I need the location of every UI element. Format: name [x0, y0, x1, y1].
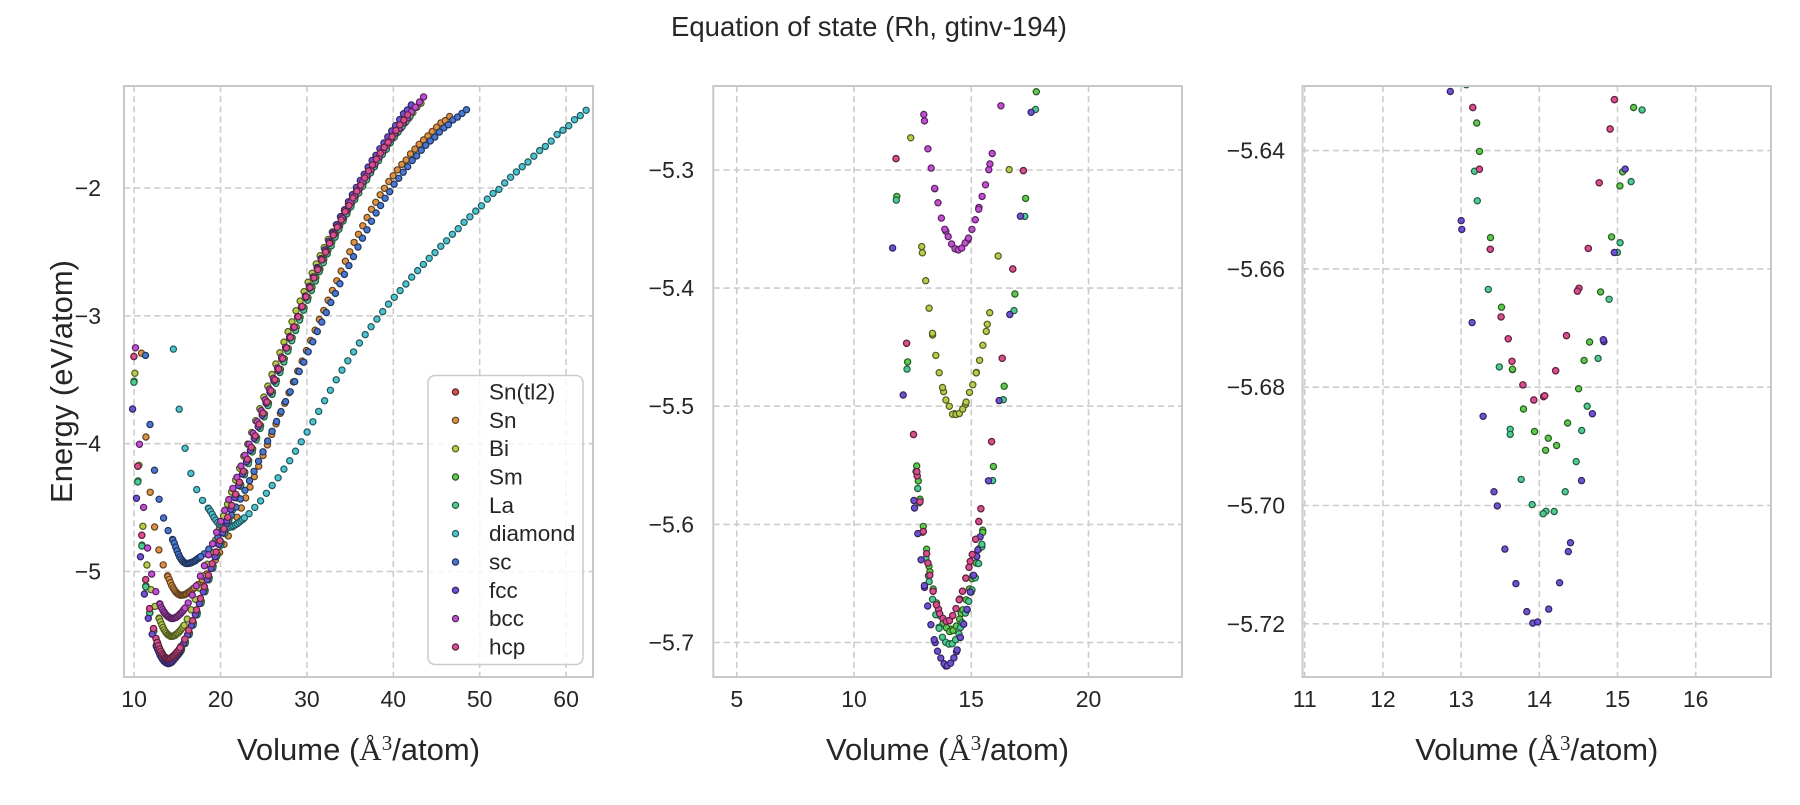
svg-text:−5.72: −5.72: [1227, 611, 1285, 637]
svg-text:10: 10: [841, 686, 867, 712]
svg-text:10: 10: [121, 686, 147, 712]
svg-text:−5.6: −5.6: [649, 511, 694, 537]
svg-text:20: 20: [1076, 686, 1102, 712]
svg-text:−5.3: −5.3: [649, 157, 694, 183]
svg-text:60: 60: [553, 686, 579, 712]
svg-text:−5.5: −5.5: [649, 393, 694, 419]
svg-text:30: 30: [294, 686, 320, 712]
svg-text:Sn(tl2): Sn(tl2): [489, 380, 555, 405]
svg-text:40: 40: [381, 686, 407, 712]
svg-text:diamond: diamond: [489, 521, 575, 546]
svg-text:Sn: Sn: [489, 408, 517, 433]
svg-text:La: La: [489, 493, 515, 518]
svg-text:sc: sc: [489, 550, 512, 575]
svg-text:Sm: Sm: [489, 465, 523, 490]
svg-text:−5.70: −5.70: [1227, 493, 1285, 519]
svg-text:12: 12: [1370, 686, 1396, 712]
svg-text:−2: −2: [75, 175, 101, 201]
svg-text:hcp: hcp: [489, 635, 525, 660]
svg-text:−5.66: −5.66: [1227, 256, 1285, 282]
svg-text:15: 15: [958, 686, 984, 712]
svg-text:−5: −5: [75, 559, 101, 585]
svg-text:50: 50: [467, 686, 493, 712]
svg-text:Bi: Bi: [489, 436, 509, 461]
svg-text:14: 14: [1527, 686, 1553, 712]
svg-text:−5.4: −5.4: [649, 275, 695, 301]
svg-text:fcc: fcc: [489, 578, 518, 603]
svg-text:Volume (Å3/atom): Volume (Å3/atom): [1415, 731, 1658, 767]
svg-text:16: 16: [1683, 686, 1709, 712]
svg-text:−4: −4: [75, 431, 101, 457]
svg-text:5: 5: [730, 686, 743, 712]
svg-text:−5.7: −5.7: [649, 630, 694, 656]
svg-text:Equation of state (Rh, gtinv-1: Equation of state (Rh, gtinv-194): [671, 11, 1067, 42]
svg-text:15: 15: [1605, 686, 1631, 712]
svg-text:20: 20: [208, 686, 234, 712]
svg-text:−3: −3: [75, 303, 101, 329]
svg-text:13: 13: [1448, 686, 1474, 712]
svg-text:Volume (Å3/atom): Volume (Å3/atom): [826, 731, 1069, 767]
svg-text:11: 11: [1293, 686, 1317, 712]
svg-text:Volume (Å3/atom): Volume (Å3/atom): [237, 731, 480, 767]
svg-text:bcc: bcc: [489, 606, 524, 631]
svg-text:Energy (eV/atom): Energy (eV/atom): [44, 260, 79, 503]
svg-text:−5.68: −5.68: [1227, 374, 1285, 400]
svg-text:−5.64: −5.64: [1227, 138, 1285, 164]
